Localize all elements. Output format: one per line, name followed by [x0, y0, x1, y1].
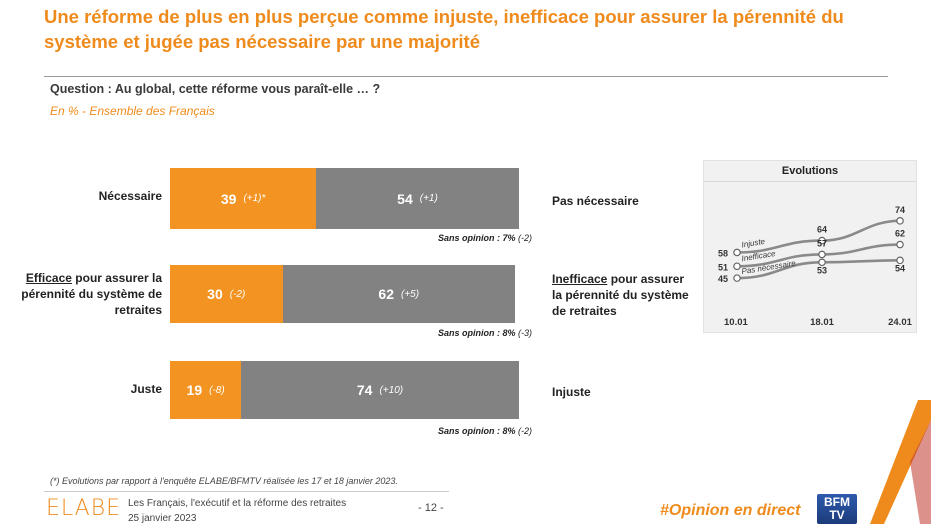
- data-label-1-1: 57: [817, 238, 827, 248]
- data-label-2-0: 45: [718, 274, 728, 284]
- bar-segment-right: 54 (+1): [316, 168, 519, 229]
- hashtag: #Opinion en direct: [660, 502, 801, 519]
- data-label-2-1: 53: [817, 265, 827, 275]
- bar-segment-left: 19 (-8): [170, 361, 242, 419]
- data-label-0-1: 64: [817, 225, 827, 235]
- data-label-0-0: 58: [718, 248, 728, 258]
- no-opinion-row3: Sans opinion : 8% (-2): [438, 426, 533, 436]
- row3-left-label: Juste: [130, 382, 162, 396]
- series-point-2-2: [896, 256, 904, 265]
- bfmtv-logo: BFM TV: [817, 494, 857, 524]
- bar-segment-right: 62 (+5): [282, 265, 515, 323]
- row2-right-label: Inefficace pour assurer la pérennité du …: [552, 272, 689, 318]
- bar-segment-left: 39 (+1)*: [170, 168, 317, 229]
- data-label-2-2: 54: [895, 263, 905, 273]
- evolutions-panel: Evolutions 58 64 74 Injuste 51 57 62 Inefficace…: [703, 160, 917, 333]
- elabe-logo: ELABE: [46, 496, 122, 521]
- bar-row-necessaire: 39 (+1)* 54 (+1): [170, 168, 545, 229]
- no-opinion-row2: Sans opinion : 8% (-3): [438, 328, 533, 338]
- no-opinion-row1: Sans opinion : 7% (-2): [438, 233, 533, 243]
- question-text: Question : Au global, cette réforme vous…: [50, 82, 381, 96]
- decorative-stripe-icon: [870, 400, 931, 524]
- series-point-0-1: [818, 236, 826, 245]
- series-point-0-2: [896, 217, 904, 225]
- population-subtitle: En % - Ensemble des Français: [50, 104, 215, 118]
- row1-right-label: Pas nécessaire: [552, 194, 639, 208]
- page-number: - 12 -: [418, 502, 444, 514]
- evolutions-divider: [704, 181, 916, 182]
- bar-segment-right: 74 (+10): [241, 361, 519, 419]
- bar-row-juste: 19 (-8) 74 (+10): [170, 361, 545, 419]
- footer-divider: [44, 491, 449, 492]
- row3-right-label: Injuste: [552, 385, 591, 399]
- evolutions-title: Evolutions: [781, 165, 839, 177]
- series-point-1-1: [818, 250, 826, 259]
- page-title: Une réforme de plus en plus perçue comme…: [44, 6, 844, 52]
- series-point-0-0: [733, 248, 741, 257]
- data-label-1-0: 51: [718, 262, 728, 272]
- bar-row-efficace: 30 (-2) 62 (+5): [170, 265, 545, 323]
- footer-doc-info: Les Français, l'exécutif et la réforme d…: [128, 496, 346, 526]
- series-point-2-1: [818, 258, 826, 267]
- data-label-1-2: 62: [895, 229, 905, 239]
- series-point-1-2: [896, 240, 904, 249]
- row1-left-label: Nécessaire: [98, 189, 162, 203]
- series-point-2-0: [733, 274, 741, 282]
- row2-left-label: Efficace pour assurer la pérennité du sy…: [21, 271, 162, 317]
- series-point-1-0: [733, 262, 741, 271]
- bar-segment-left: 30 (-2): [170, 265, 283, 323]
- x-tick-label: 18.01: [810, 317, 834, 328]
- doc-date: 25 janvier 2023: [128, 513, 197, 524]
- title-divider: [44, 76, 888, 77]
- series-label-0: Injuste: [741, 237, 766, 250]
- footnote: (*) Evolutions par rapport à l'enquête E…: [50, 476, 398, 486]
- x-tick-label: 24.01: [888, 317, 912, 328]
- data-label-0-2: 74: [895, 205, 905, 215]
- x-tick-label: 10.01: [724, 317, 748, 328]
- doc-title: Les Français, l'exécutif et la réforme d…: [128, 498, 347, 509]
